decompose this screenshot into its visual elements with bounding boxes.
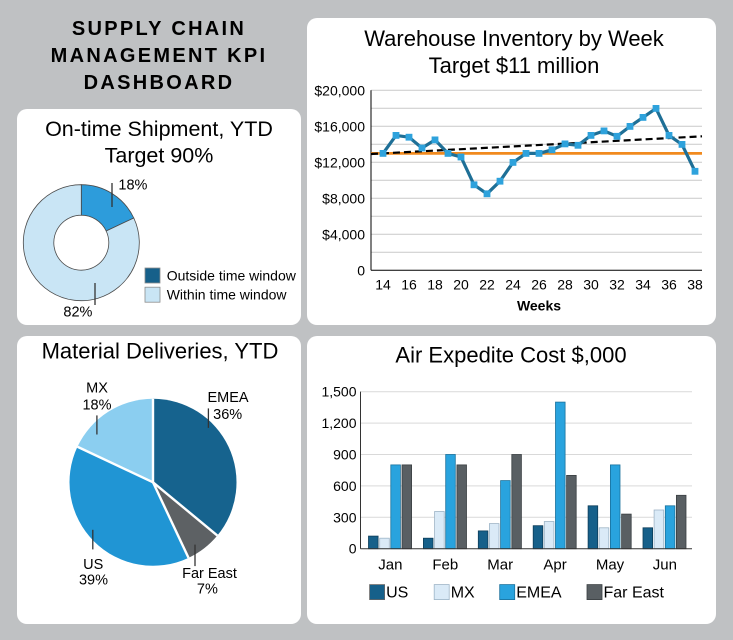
svg-text:EMEA: EMEA [516,585,562,602]
svg-text:US: US [83,557,103,573]
svg-text:14: 14 [375,276,391,292]
svg-text:Target 90%: Target 90% [105,143,214,167]
svg-text:Mar: Mar [487,557,513,574]
svg-text:Jan: Jan [378,557,402,574]
svg-text:US: US [386,585,408,602]
svg-text:300: 300 [333,509,357,525]
svg-text:26: 26 [531,276,547,292]
svg-text:900: 900 [333,447,357,463]
svg-text:24: 24 [505,276,521,292]
svg-text:EMEA: EMEA [207,390,248,406]
svg-text:Apr: Apr [543,557,566,574]
svg-text:Material Deliveries, YTD: Material Deliveries, YTD [42,338,279,363]
svg-text:MX: MX [86,381,108,397]
svg-text:MX: MX [451,585,475,602]
svg-text:28: 28 [557,276,573,292]
svg-text:On-time Shipment, YTD: On-time Shipment, YTD [45,117,273,141]
svg-text:30: 30 [583,276,599,292]
svg-text:Weeks: Weeks [517,298,561,314]
svg-text:$8,000: $8,000 [322,190,365,206]
svg-text:22: 22 [479,276,495,292]
svg-text:Far East: Far East [604,585,665,602]
svg-text:36: 36 [661,276,677,292]
svg-text:0: 0 [349,541,357,557]
svg-text:7%: 7% [197,582,218,598]
svg-text:Within time window: Within time window [167,287,288,303]
svg-text:1,200: 1,200 [321,415,356,431]
svg-text:May: May [596,557,625,574]
svg-text:16: 16 [401,276,417,292]
svg-text:0: 0 [357,262,365,278]
svg-text:1,500: 1,500 [321,384,356,400]
svg-text:39%: 39% [79,572,108,588]
svg-text:20: 20 [453,276,469,292]
svg-text:$12,000: $12,000 [314,154,365,170]
svg-text:Jun: Jun [653,557,677,574]
svg-text:32: 32 [609,276,625,292]
svg-text:82%: 82% [63,305,92,321]
svg-text:600: 600 [333,478,357,494]
svg-text:18%: 18% [82,397,111,413]
svg-text:Air Expedite Cost $,000: Air Expedite Cost $,000 [395,343,626,368]
svg-text:$4,000: $4,000 [322,226,365,242]
svg-text:36%: 36% [213,407,242,423]
svg-text:$16,000: $16,000 [314,118,365,134]
svg-text:$20,000: $20,000 [314,82,365,98]
svg-text:38: 38 [687,276,703,292]
svg-text:Feb: Feb [432,557,458,574]
svg-text:Warehouse Inventory by Week: Warehouse Inventory by Week [364,26,665,51]
svg-text:Outside time window: Outside time window [167,267,297,283]
svg-text:34: 34 [635,276,651,292]
svg-text:18: 18 [427,276,443,292]
svg-text:Target $11 million: Target $11 million [429,53,600,78]
svg-text:18%: 18% [118,177,147,193]
svg-text:Far East: Far East [182,566,237,582]
